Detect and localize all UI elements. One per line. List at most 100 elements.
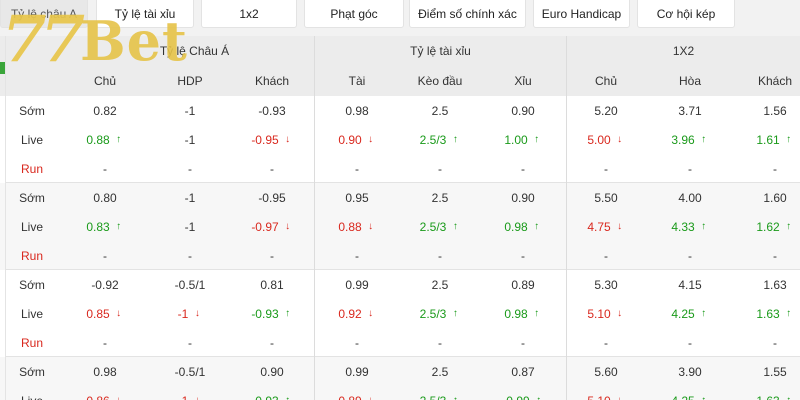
- odds-cell-over[interactable]: 0.99: [317, 270, 397, 299]
- odds-cell-handicap[interactable]: -1↓: [150, 299, 230, 328]
- odds-cell-draw[interactable]: 3.90: [650, 357, 730, 386]
- odds-cell-under[interactable]: 0.98 ↑: [483, 212, 563, 241]
- odds-cell-draw[interactable]: 4.33 ↑: [650, 212, 730, 241]
- odds-cell-home[interactable]: 0.88 ↑: [65, 125, 145, 154]
- odds-cell-opening-line[interactable]: 2.5: [400, 270, 480, 299]
- odds-cell-handicap[interactable]: -1↓: [150, 386, 230, 400]
- tab-1x2[interactable]: 1x2: [201, 0, 297, 28]
- odds-cell-under[interactable]: 0.89: [483, 270, 563, 299]
- arrow-down-icon: ↓: [368, 134, 374, 145]
- odds-cell-home-win[interactable]: 5.10 ↓: [566, 299, 646, 328]
- odds-value: -: [688, 335, 692, 350]
- odds-cell-away[interactable]: -0.95 ↓: [232, 125, 312, 154]
- tab-euro-handicap[interactable]: Euro Handicap: [533, 0, 630, 28]
- odds-cell-opening-line: -: [400, 328, 480, 357]
- odds-cell-handicap[interactable]: -0.5/1: [150, 357, 230, 386]
- odds-cell-over[interactable]: 0.98: [317, 96, 397, 125]
- odds-cell-away[interactable]: -0.93 ↑: [232, 386, 312, 400]
- group-divider: [5, 356, 800, 357]
- odds-cell-over[interactable]: 0.88 ↓: [317, 212, 397, 241]
- odds-cell-opening-line[interactable]: 2.5: [400, 96, 480, 125]
- odds-cell-draw[interactable]: 3.96 ↑: [650, 125, 730, 154]
- odds-cell-home[interactable]: 0.82: [65, 96, 145, 125]
- odds-row-run: Run - - - - - - - - -: [0, 154, 800, 183]
- odds-row-live: Live 0.83 ↑ -1 -0.97 ↓ 0.88 ↓ 2.5/3 ↑ 0.98 ↑ 4.75 ↓ 4.…: [0, 212, 800, 241]
- odds-cell-home-win[interactable]: 5.60: [566, 357, 646, 386]
- odds-value: -0.99: [502, 394, 529, 400]
- odds-cell-away-win[interactable]: 1.63 ↑: [735, 299, 800, 328]
- odds-cell-away-win[interactable]: 1.55: [735, 357, 800, 386]
- tab-over-under[interactable]: Tỷ lệ tài xỉu: [96, 0, 194, 28]
- odds-cell-away[interactable]: 0.81: [232, 270, 312, 299]
- odds-cell-away[interactable]: -0.93 ↑: [232, 299, 312, 328]
- arrow-up-icon: ↑: [283, 395, 293, 400]
- arrow-up-icon: ↑: [701, 221, 707, 232]
- odds-cell-away[interactable]: 0.90: [232, 357, 312, 386]
- odds-cell-away-win[interactable]: 1.56: [735, 96, 800, 125]
- tab-asian-handicap[interactable]: Tỷ lệ châu A: [0, 0, 88, 28]
- odds-value: -: [188, 161, 192, 176]
- odds-cell-home[interactable]: 0.85 ↓: [65, 299, 145, 328]
- odds-cell-handicap[interactable]: -0.5/1: [150, 270, 230, 299]
- odds-cell-home[interactable]: 0.80: [65, 183, 145, 212]
- odds-cell-opening-line[interactable]: 2.5/3↑: [400, 386, 480, 400]
- odds-cell-over[interactable]: 0.92 ↓: [317, 299, 397, 328]
- odds-cell-away[interactable]: -0.93: [232, 96, 312, 125]
- odds-cell-home[interactable]: 0.83 ↑: [65, 212, 145, 241]
- odds-cell-under[interactable]: 1.00 ↑: [483, 125, 563, 154]
- odds-cell-over[interactable]: 0.90 ↓: [317, 125, 397, 154]
- odds-cell-away-win[interactable]: 1.62 ↑: [735, 212, 800, 241]
- odds-cell-under[interactable]: 0.87: [483, 357, 563, 386]
- odds-cell-handicap[interactable]: -1: [150, 212, 230, 241]
- odds-cell-handicap[interactable]: -1: [150, 183, 230, 212]
- odds-value: -: [103, 248, 107, 263]
- odds-cell-draw[interactable]: 4.25 ↑: [650, 386, 730, 400]
- odds-cell-home-win[interactable]: 5.50: [566, 183, 646, 212]
- arrow-up-icon: ↑: [116, 221, 122, 232]
- odds-cell-over[interactable]: 0.89 ↓: [317, 386, 397, 400]
- odds-cell-opening-line[interactable]: 2.5: [400, 357, 480, 386]
- odds-cell-away-win[interactable]: 1.61 ↑: [735, 125, 800, 154]
- odds-cell-home[interactable]: 0.98: [65, 357, 145, 386]
- odds-value: 4.75: [587, 219, 611, 234]
- odds-cell-home-win[interactable]: 5.30: [566, 270, 646, 299]
- odds-cell-away[interactable]: -0.95: [232, 183, 312, 212]
- odds-cell-under[interactable]: 0.90: [483, 183, 563, 212]
- odds-cell-home-win[interactable]: 5.00 ↓: [566, 125, 646, 154]
- odds-cell-home-win[interactable]: 4.75 ↓: [566, 212, 646, 241]
- odds-cell-away-win: -: [735, 328, 800, 357]
- odds-cell-away-win[interactable]: 1.63 ↑: [735, 386, 800, 400]
- odds-cell-opening-line[interactable]: 2.5: [400, 183, 480, 212]
- odds-cell-over[interactable]: 0.99: [317, 357, 397, 386]
- odds-cell-draw[interactable]: 4.25 ↑: [650, 299, 730, 328]
- odds-cell-handicap[interactable]: -1: [150, 96, 230, 125]
- odds-cell-draw[interactable]: 4.00: [650, 183, 730, 212]
- odds-value: 4.00: [678, 190, 702, 205]
- odds-cell-away-win[interactable]: 1.60: [735, 183, 800, 212]
- odds-cell-opening-line[interactable]: 2.5/3↑: [400, 125, 480, 154]
- odds-cell-opening-line[interactable]: 2.5/3↑: [400, 212, 480, 241]
- odds-cell-over[interactable]: 0.95: [317, 183, 397, 212]
- odds-cell-under[interactable]: 0.90: [483, 96, 563, 125]
- arrow-down-icon: ↓: [368, 221, 374, 232]
- odds-cell-draw[interactable]: 4.15: [650, 270, 730, 299]
- tab-corners[interactable]: Phạt góc: [304, 0, 404, 28]
- odds-cell-home-win[interactable]: 5.20: [566, 96, 646, 125]
- tab-correct-score[interactable]: Điểm số chính xác: [409, 0, 526, 28]
- odds-cell-under[interactable]: -0.99 ↑: [483, 386, 563, 400]
- odds-cell-home[interactable]: 0.86 ↓: [65, 386, 145, 400]
- odds-row-run: Run - - - - - - - - -: [0, 328, 800, 357]
- odds-cell-under[interactable]: 0.98 ↑: [483, 299, 563, 328]
- arrow-down-icon: ↓: [368, 308, 374, 319]
- odds-value: -: [103, 161, 107, 176]
- odds-cell-home[interactable]: -0.92: [65, 270, 145, 299]
- expand-marker[interactable]: [0, 62, 5, 74]
- odds-cell-away[interactable]: -0.97 ↓: [232, 212, 312, 241]
- odds-cell-handicap[interactable]: -1: [150, 125, 230, 154]
- tab-double-chance[interactable]: Cơ hội kép: [637, 0, 735, 28]
- odds-cell-opening-line[interactable]: 2.5/3↑: [400, 299, 480, 328]
- odds-cell-away-win[interactable]: 1.63: [735, 270, 800, 299]
- arrow-down-icon: ↓: [615, 395, 625, 400]
- odds-cell-home-win[interactable]: 5.10 ↓: [566, 386, 646, 400]
- odds-cell-draw[interactable]: 3.71: [650, 96, 730, 125]
